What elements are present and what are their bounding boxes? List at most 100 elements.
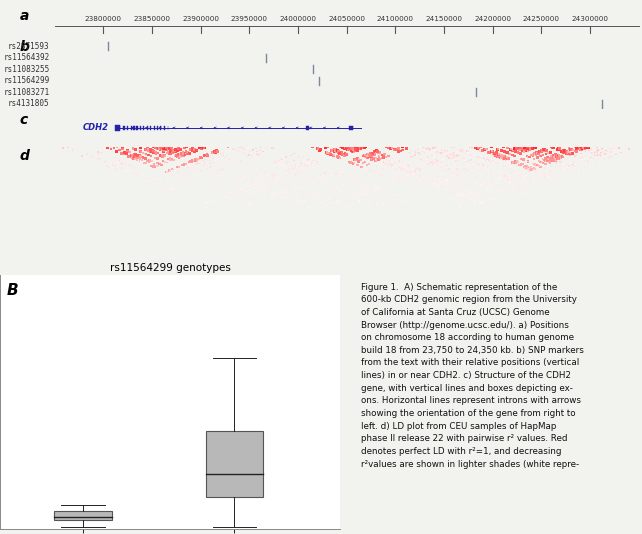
Point: [304, 159, 314, 167]
Point: [469, 189, 480, 197]
Point: [200, 155, 211, 164]
Point: [582, 158, 592, 166]
Point: [333, 178, 343, 187]
Point: [369, 154, 379, 163]
Point: [401, 160, 411, 169]
Point: [417, 181, 428, 190]
Point: [299, 183, 309, 192]
Point: [531, 161, 541, 169]
Point: [306, 193, 316, 202]
Point: [351, 145, 361, 153]
Point: [390, 146, 400, 154]
Point: [211, 168, 221, 177]
Point: [525, 143, 535, 152]
Point: [528, 169, 539, 177]
Point: [143, 176, 153, 184]
Point: [528, 164, 539, 173]
Point: [429, 152, 439, 160]
Point: [594, 149, 604, 158]
Point: [514, 171, 525, 179]
Point: [322, 149, 333, 158]
Point: [388, 198, 399, 206]
Point: [596, 151, 607, 160]
Point: [324, 148, 334, 157]
Point: [530, 160, 540, 168]
Point: [569, 159, 579, 168]
Point: [355, 187, 365, 196]
Point: [475, 152, 485, 161]
Point: [449, 149, 459, 158]
Point: [496, 146, 507, 155]
Point: [458, 164, 469, 172]
Point: [173, 152, 184, 161]
Point: [82, 150, 92, 158]
Point: [172, 167, 182, 176]
Point: [332, 146, 342, 154]
Point: [417, 176, 428, 184]
Point: [573, 161, 583, 169]
Point: [336, 143, 347, 151]
Point: [322, 149, 333, 158]
Point: [538, 151, 548, 160]
Text: rs2871593: rs2871593: [8, 42, 49, 51]
Point: [111, 158, 121, 166]
Point: [431, 156, 442, 165]
Point: [508, 177, 519, 185]
Point: [489, 185, 499, 194]
Point: [264, 172, 274, 180]
Point: [530, 165, 540, 174]
Point: [282, 197, 293, 206]
Point: [323, 143, 333, 151]
Point: [143, 145, 153, 153]
Point: [565, 164, 575, 173]
Point: [139, 177, 150, 186]
Point: [205, 154, 215, 162]
Point: [216, 180, 226, 189]
Point: [452, 171, 462, 180]
Point: [478, 156, 489, 164]
Point: [441, 153, 451, 161]
Point: [290, 170, 300, 178]
Point: [354, 197, 364, 206]
Point: [428, 160, 438, 169]
Point: [343, 179, 353, 187]
Point: [473, 195, 483, 204]
Point: [539, 156, 550, 164]
Point: [201, 164, 211, 173]
Point: [440, 147, 450, 156]
Point: [166, 165, 177, 174]
Point: [455, 199, 465, 208]
Point: [384, 199, 394, 208]
Bar: [126, 125, 128, 130]
Point: [550, 163, 560, 172]
Point: [563, 163, 573, 171]
Point: [516, 169, 526, 178]
Point: [112, 143, 122, 151]
Point: [163, 145, 173, 153]
Point: [125, 161, 135, 169]
Point: [532, 161, 542, 170]
Point: [221, 160, 231, 169]
Point: [119, 159, 130, 167]
Point: [388, 154, 399, 162]
Point: [390, 177, 401, 186]
Point: [531, 148, 541, 156]
Point: [492, 151, 503, 159]
Point: [194, 155, 204, 163]
Point: [482, 163, 492, 171]
Point: [346, 144, 356, 153]
Point: [377, 165, 388, 174]
Point: [471, 159, 481, 168]
Point: [465, 156, 476, 164]
Point: [521, 163, 532, 172]
Point: [480, 155, 490, 164]
Point: [303, 166, 313, 175]
Point: [299, 152, 309, 161]
Point: [369, 151, 379, 159]
Point: [403, 168, 413, 176]
Point: [426, 158, 437, 166]
Point: [220, 178, 230, 186]
Point: [517, 170, 528, 178]
Point: [178, 175, 188, 183]
Point: [404, 169, 415, 178]
